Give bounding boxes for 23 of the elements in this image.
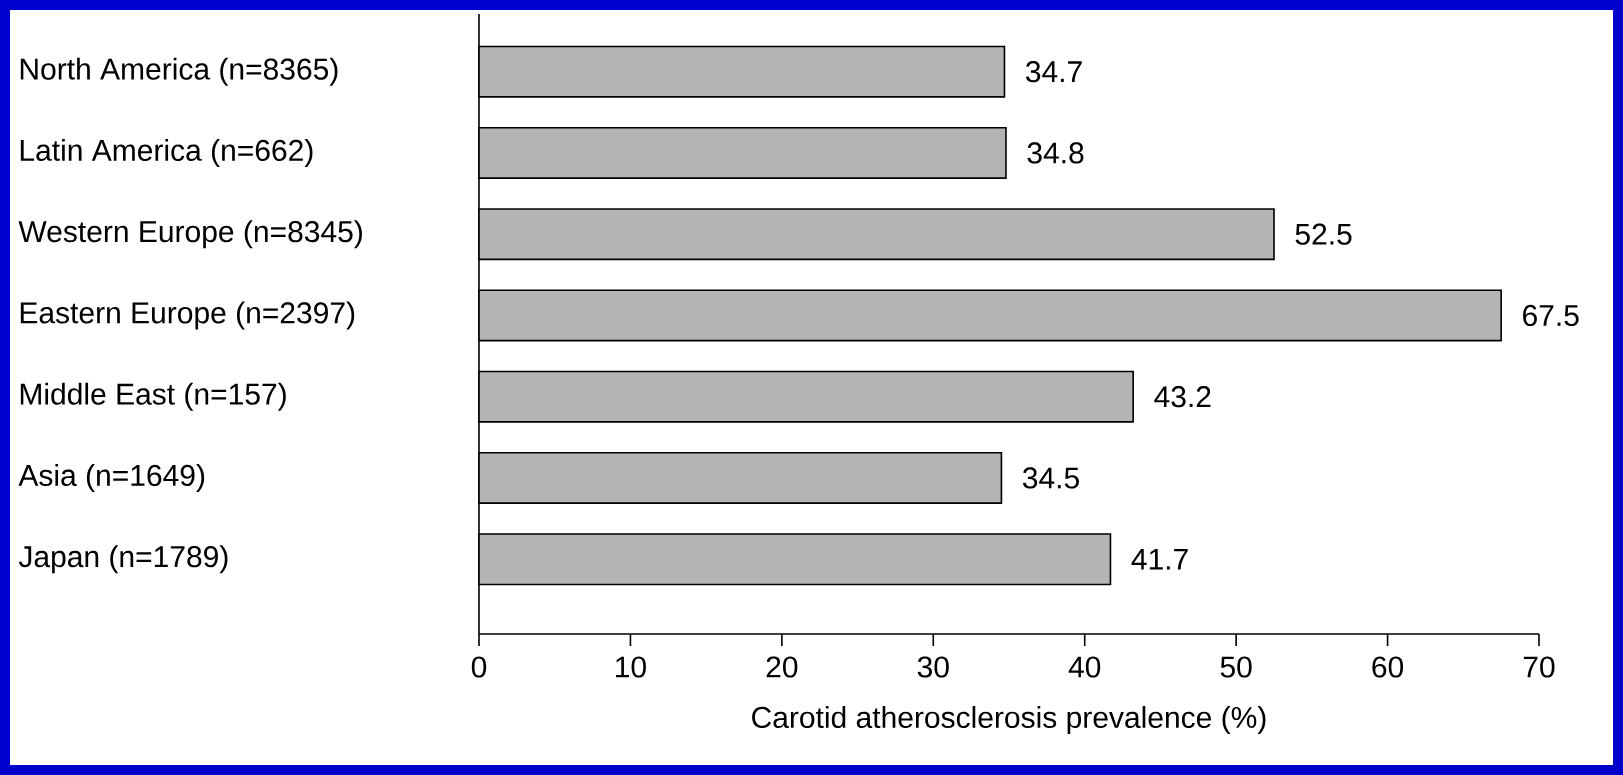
y-tick-label: Asia (n=1649) bbox=[18, 464, 205, 492]
y-tick-label: Eastern Europe (n=2397) bbox=[20, 301, 355, 330]
x-axis-title: Carotid atherosclerosis prevalence (%) bbox=[752, 706, 1266, 734]
x-tick-label: 0 bbox=[471, 656, 487, 678]
y-tick-label: North America (n=8365) bbox=[20, 57, 338, 86]
x-tick-label: 30 bbox=[917, 656, 949, 678]
y-tick-label: Middle East (n=157) bbox=[20, 382, 286, 411]
y-tick-label: Western Europe (n=8345) bbox=[18, 220, 362, 249]
y-tick-label: Latin America (n=662) bbox=[20, 138, 313, 167]
y-tick-label: Japan (n=1789) bbox=[18, 545, 228, 574]
x-tick-label: 70 bbox=[1523, 656, 1555, 678]
x-tick-label: 10 bbox=[616, 656, 646, 678]
data-label: 34.7 bbox=[1025, 61, 1082, 83]
data-label: 34.5 bbox=[1022, 467, 1079, 489]
x-tick-label: 60 bbox=[1372, 656, 1404, 678]
x-tick-label: 40 bbox=[1068, 656, 1101, 678]
data-label: 34.8 bbox=[1027, 142, 1084, 164]
data-label: 43.2 bbox=[1154, 386, 1211, 408]
x-tick-label: 20 bbox=[766, 656, 798, 678]
data-label: 52.5 bbox=[1295, 223, 1352, 245]
data-label: 67.5 bbox=[1523, 304, 1579, 327]
data-label: 41.7 bbox=[1131, 548, 1188, 570]
x-tick-label: 50 bbox=[1220, 656, 1252, 678]
